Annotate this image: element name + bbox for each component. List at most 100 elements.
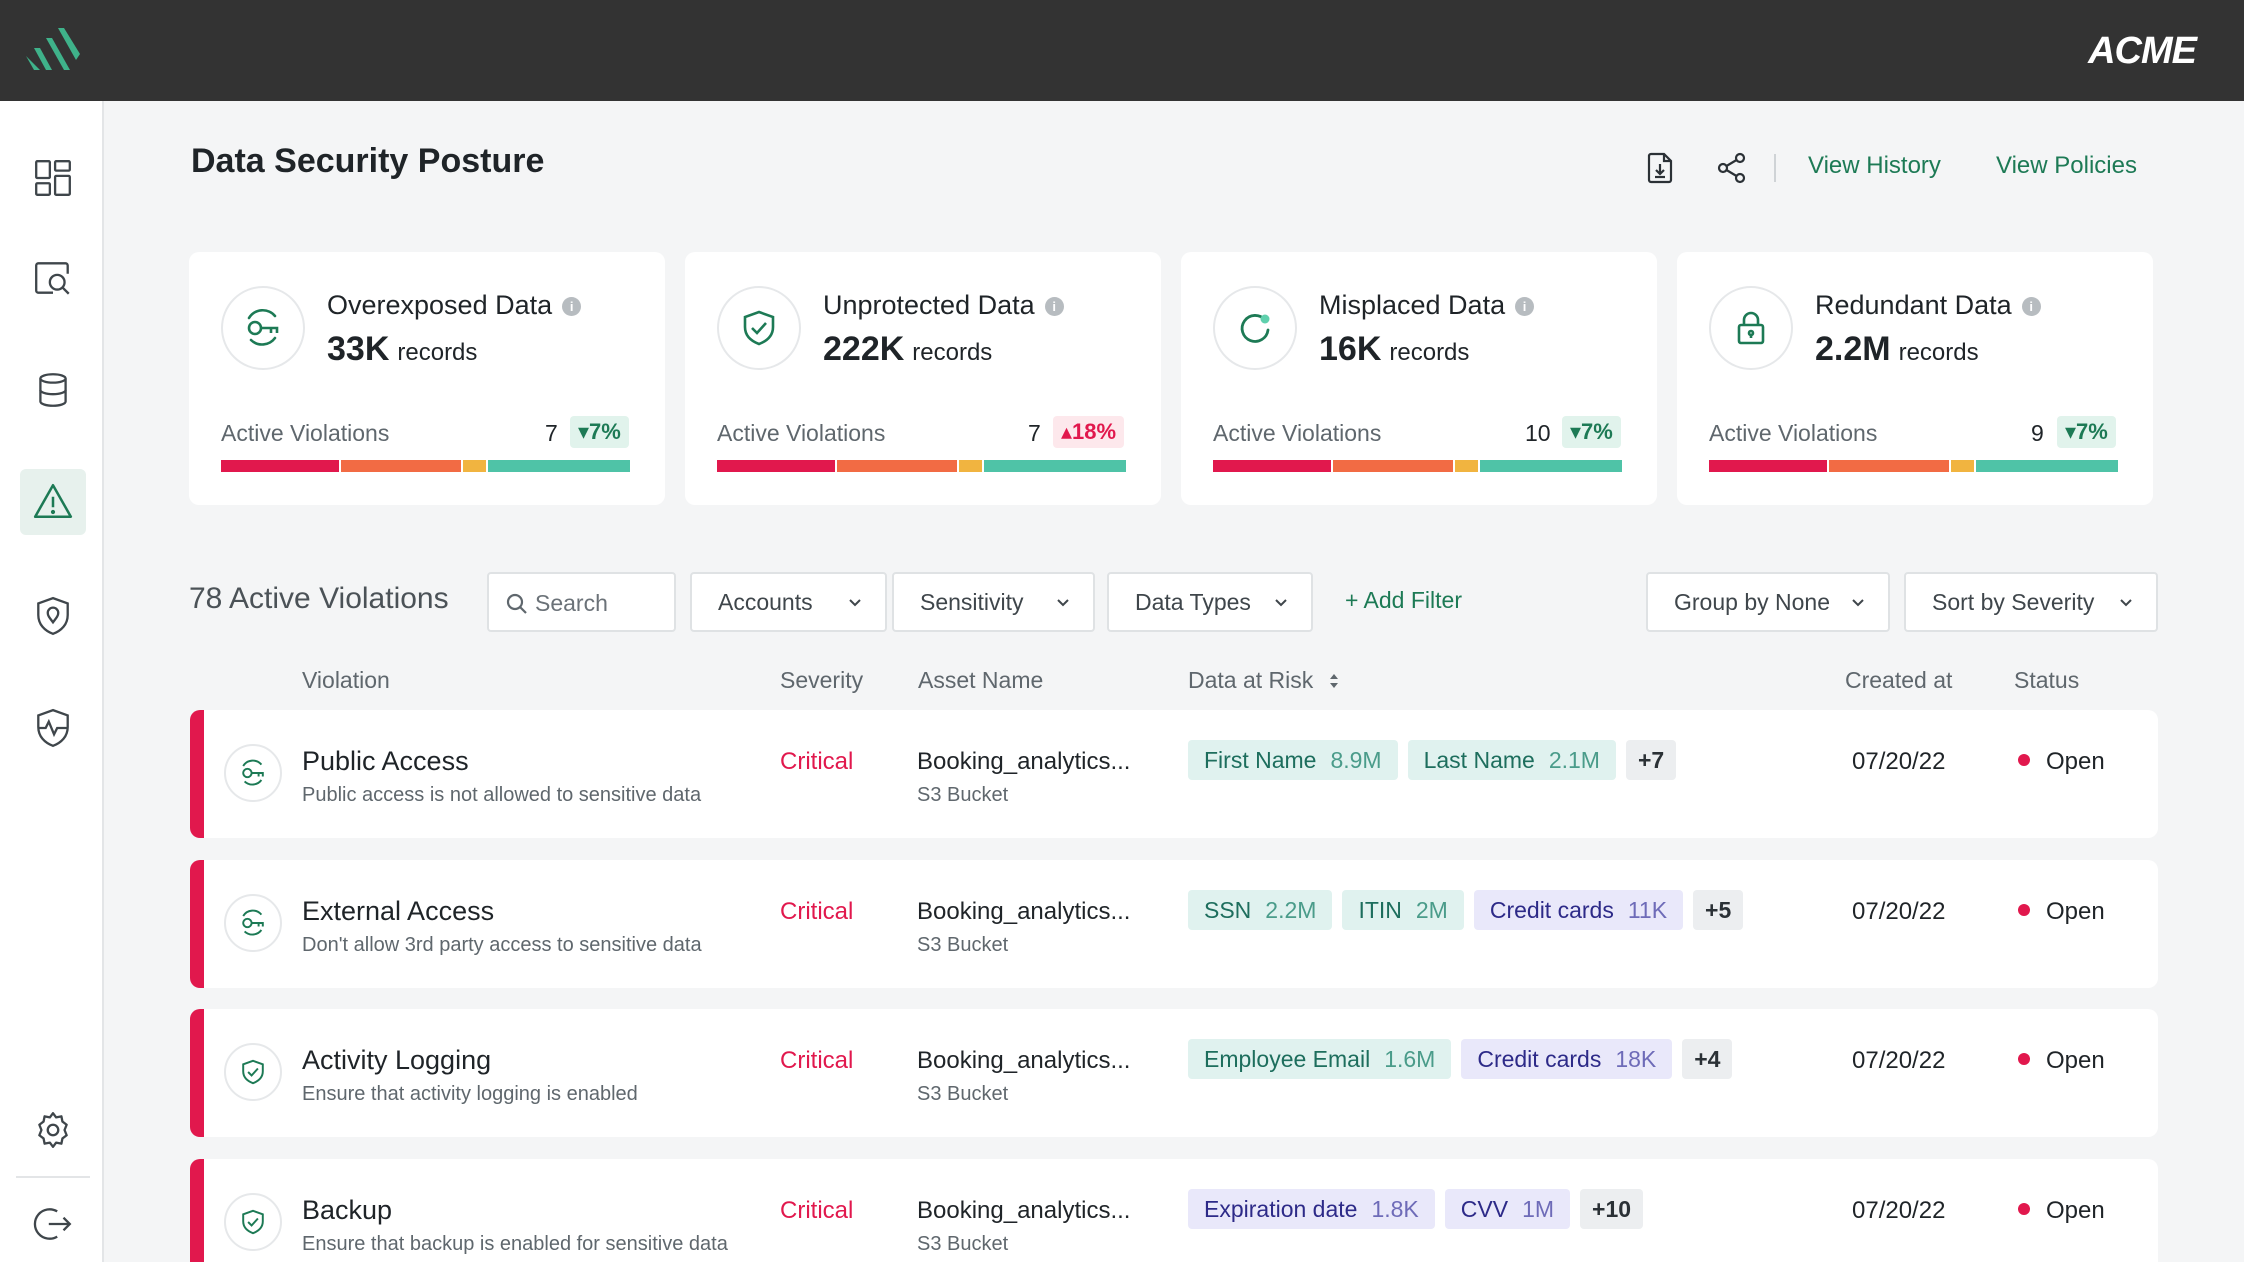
card-title: Unprotected Data i [823, 290, 1064, 321]
sidebar-item-logout[interactable] [20, 1191, 86, 1257]
info-icon[interactable]: i [562, 297, 582, 316]
data-tag[interactable]: First Name 8.9M [1188, 740, 1398, 780]
status-badge: Open [2018, 1047, 2105, 1075]
severity-accent [190, 1159, 204, 1262]
key-icon [242, 909, 264, 936]
sort-by-select[interactable]: Sort by Severity [1904, 572, 2158, 632]
severity-label: Critical [780, 898, 854, 925]
sidebar [0, 101, 104, 1262]
chevron-down-icon [1275, 599, 1287, 607]
column-header-asset[interactable]: Asset Name [918, 667, 1044, 693]
created-date: 07/20/22 [1852, 1197, 1946, 1224]
severity-label: Critical [780, 1197, 854, 1224]
data-tag[interactable]: SSN 2.2M [1188, 890, 1333, 930]
data-tag[interactable]: CVV 1M [1444, 1189, 1571, 1229]
database-icon [39, 373, 67, 407]
data-tag[interactable]: Credit cards 18K [1461, 1039, 1673, 1079]
asset-type: S3 Bucket [917, 934, 1009, 956]
severity-bar [717, 460, 1128, 472]
share-icon[interactable] [1714, 150, 1750, 186]
group-by-select[interactable]: Group by None [1646, 572, 1890, 632]
data-at-risk-tags: Employee Email 1.6M Credit cards 18K +4 [1188, 1039, 1733, 1079]
table-row[interactable]: Backup Ensure that backup is enabled for… [190, 1159, 2158, 1262]
search-icon [506, 593, 527, 614]
severity-bar [221, 460, 632, 472]
column-header-created[interactable]: Created at [1845, 667, 1953, 693]
search-box[interactable] [487, 572, 676, 632]
info-icon[interactable]: i [1515, 297, 1535, 316]
column-header-severity[interactable]: Severity [780, 667, 864, 693]
violation-title[interactable]: Activity Logging [302, 1045, 492, 1075]
table-row[interactable]: Public Access Public access is not allow… [190, 710, 2158, 838]
asset-name[interactable]: Booking_analytics... [917, 1197, 1131, 1224]
severity-bar [1709, 460, 2120, 472]
asset-type: S3 Bucket [917, 1083, 1009, 1105]
column-header-status[interactable]: Status [2014, 667, 2080, 693]
violation-title[interactable]: External Access [302, 896, 495, 926]
view-policies-link[interactable]: View Policies [1996, 152, 2137, 179]
card-violations-count: 7 [1028, 420, 1041, 446]
violation-title[interactable]: Public Access [302, 746, 469, 776]
data-tag[interactable]: Expiration date 1.8K [1188, 1189, 1435, 1229]
view-history-link[interactable]: View History [1808, 152, 1941, 179]
more-tags-badge[interactable]: +4 [1682, 1039, 1733, 1079]
severity-accent [190, 1009, 204, 1137]
asset-name[interactable]: Booking_analytics... [917, 748, 1131, 775]
brand-logo: ACME [2088, 30, 2197, 72]
card-icon-circle [717, 286, 801, 370]
add-filter-button[interactable]: + Add Filter [1345, 587, 1462, 613]
card-violations-label: Active Violations [1213, 420, 1382, 446]
logout-icon [33, 1208, 72, 1240]
sidebar-item-violations[interactable] [20, 469, 86, 535]
more-tags-badge[interactable]: +10 [1580, 1189, 1644, 1229]
column-header-data-at-risk[interactable]: Data at Risk [1188, 667, 1340, 694]
card-icon-circle [1213, 286, 1297, 370]
card-record-count: 33K records [327, 330, 478, 368]
sidebar-item-discovery[interactable] [20, 245, 86, 311]
data-tag[interactable]: ITIN 2M [1342, 890, 1464, 930]
info-icon[interactable]: i [1044, 297, 1064, 316]
download-report-icon[interactable] [1642, 150, 1678, 186]
sensitivity-filter[interactable]: Sensitivity [892, 572, 1095, 632]
sidebar-item-policies[interactable] [20, 583, 86, 649]
sidebar-item-database[interactable] [20, 357, 86, 423]
status-dot-icon [2018, 754, 2030, 766]
sort-icon[interactable] [1328, 672, 1340, 690]
violation-description: Ensure that backup is enabled for sensit… [302, 1233, 728, 1255]
header-separator [1774, 154, 1776, 182]
logo-icon[interactable] [24, 26, 80, 72]
accounts-filter-label: Accounts [718, 588, 813, 615]
accounts-filter[interactable]: Accounts [690, 572, 887, 632]
shield-location-icon [37, 596, 69, 636]
card-violations-label: Active Violations [1709, 420, 1878, 446]
data-tag[interactable]: Last Name 2.1M [1407, 740, 1616, 780]
sidebar-item-dashboard[interactable] [20, 145, 86, 211]
summary-card-misplaced[interactable]: Misplaced Data i 16K records Active Violat… [1181, 252, 1657, 505]
asset-name[interactable]: Booking_analytics... [917, 898, 1131, 925]
more-tags-badge[interactable]: +5 [1693, 890, 1744, 930]
chevron-down-icon [849, 599, 861, 607]
table-row[interactable]: External Access Don't allow 3rd party ac… [190, 860, 2158, 988]
summary-card-unprotected[interactable]: Unprotected Data i 222K records Active Vio… [685, 252, 1161, 505]
violation-title[interactable]: Backup [302, 1195, 393, 1225]
search-input[interactable] [535, 588, 665, 618]
table-row[interactable]: Activity Logging Ensure that activity lo… [190, 1009, 2158, 1137]
sidebar-item-settings[interactable] [20, 1097, 86, 1163]
data-tag[interactable]: Employee Email 1.6M [1188, 1039, 1452, 1079]
data-types-filter[interactable]: Data Types [1107, 572, 1313, 632]
status-dot-icon [2018, 1053, 2030, 1065]
sidebar-item-activity[interactable] [20, 695, 86, 761]
data-at-risk-label: Data at Risk [1188, 667, 1314, 693]
settings-icon [38, 1112, 68, 1148]
shield-check-icon [242, 1209, 264, 1235]
sort-by-label: Sort by Severity [1932, 588, 2095, 615]
info-icon[interactable]: i [2021, 297, 2041, 316]
card-record-count: 222K records [823, 330, 993, 368]
more-tags-badge[interactable]: +7 [1625, 740, 1677, 780]
column-header-violation[interactable]: Violation [302, 667, 390, 693]
summary-card-overexposed[interactable]: Overexposed Data i 33K records Active Viol… [189, 252, 665, 505]
summary-card-redundant[interactable]: Redundant Data i 2.2M records Active Viola… [1677, 252, 2153, 505]
data-tag[interactable]: Credit cards 11K [1473, 890, 1684, 930]
asset-name[interactable]: Booking_analytics... [917, 1047, 1131, 1074]
data-at-risk-tags: First Name 8.9M Last Name 2.1M +7 [1188, 740, 1677, 780]
